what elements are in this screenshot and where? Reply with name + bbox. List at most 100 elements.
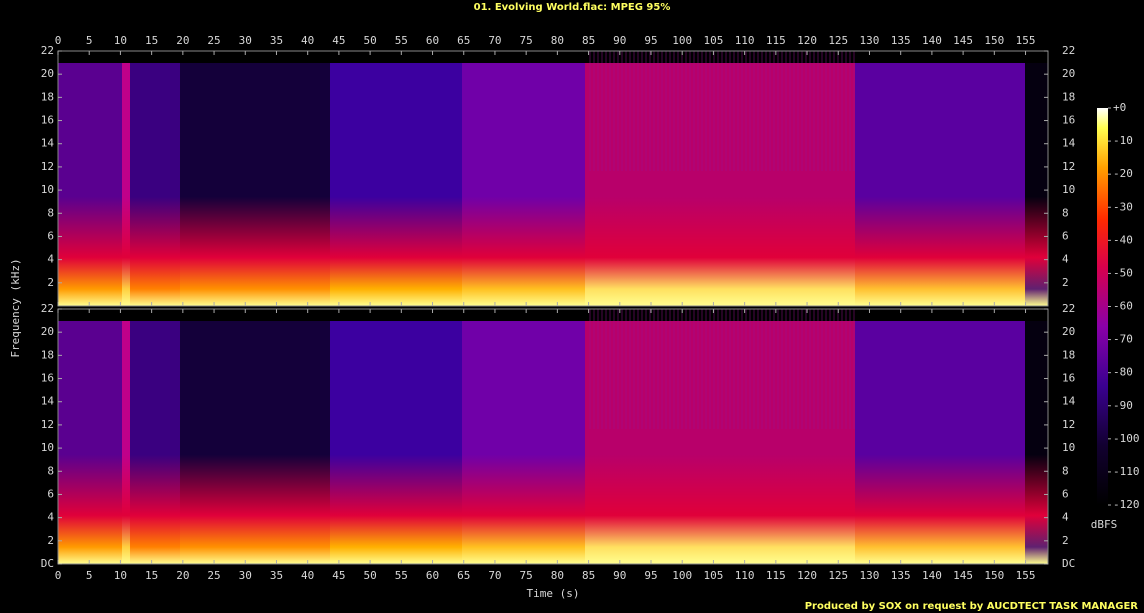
x-tick-label: 5 [86,569,93,582]
x-tick-label: 55 [395,569,408,582]
spectrogram-region [122,63,130,306]
x-tick-label: 30 [239,569,252,582]
x-tick-label: 110 [735,569,755,582]
x-tick-label-top: 60 [426,34,439,47]
x-tick-label-top: 110 [735,34,755,47]
x-tick-label-top: 95 [644,34,657,47]
footer: Produced by SOX on request by AUCDTECT T… [805,601,1139,612]
x-tick-label-top: 140 [922,34,942,47]
x-tick-label: 120 [797,569,817,582]
x-tick-label-top: 70 [488,34,501,47]
x-tick-label: 45 [332,569,345,582]
y-tick-label: 2 [47,276,54,289]
x-tick-label: 105 [703,569,723,582]
x-tick-label: 25 [207,569,220,582]
y-tick-label: 14 [41,395,55,408]
x-tick-label: 20 [176,569,189,582]
y-tick-label: 22 [41,302,54,315]
x-tick-label-top: 40 [301,34,314,47]
x-tick-label: 35 [270,569,283,582]
plot-frame [57,308,1049,565]
y-tick-label-right: 18 [1062,90,1075,103]
colorbar-tick-label: -20 [1113,167,1133,180]
spectrogram-region [1025,63,1048,306]
y-tick-label-right: 20 [1062,325,1075,338]
spectrogram-region [1025,321,1048,564]
y-tick-label: 4 [47,253,54,266]
x-tick-label: 100 [672,569,692,582]
x-tick-label-top: 50 [363,34,376,47]
x-tick-label-top: 90 [613,34,626,47]
x-tick-label-top: 10 [114,34,127,47]
y-tick-label: 18 [41,348,54,361]
x-tick-label: 135 [891,569,911,582]
y-tick-label-right: 10 [1062,441,1075,454]
y-tick-label-right: 10 [1062,183,1075,196]
y-tick-label: 12 [41,418,54,431]
x-tick-label: 40 [301,569,314,582]
spectrogram-region [330,63,462,306]
x-tick-label-top: 130 [860,34,880,47]
x-tick-label: 70 [488,569,501,582]
spectrogram-region [58,63,122,306]
x-tick-label-top: 80 [551,34,564,47]
x-tick-label-top: 135 [891,34,911,47]
x-tick-label-top: 15 [145,34,158,47]
x-tick-label-top: 115 [766,34,786,47]
spectrogram-region [130,63,180,306]
colorbar-tick-label: -60 [1113,300,1133,313]
y-tick-label-right: 6 [1062,229,1069,242]
x-tick-label: 150 [984,569,1004,582]
y-tick-label-right: 2 [1062,534,1069,547]
x-tick-label: 50 [363,569,376,582]
y-tick-label-right: 14 [1062,395,1076,408]
y-tick-label: 22 [41,44,54,57]
x-tick-label: 60 [426,569,439,582]
y-tick-label-right: 22 [1062,44,1075,57]
y-tick-label-right: 6 [1062,487,1069,500]
x-tick-label-top: 65 [457,34,470,47]
x-tick-label-top: 55 [395,34,408,47]
y-tick-label-right: 22 [1062,302,1075,315]
colorbar-tick-label: -80 [1113,366,1133,379]
y-tick-label: 6 [47,229,54,242]
x-tick-label: 145 [953,569,973,582]
x-tick-label-top: 145 [953,34,973,47]
x-tick-label: 130 [860,569,880,582]
x-tick-label: 15 [145,569,158,582]
y-tick-label-right: 12 [1062,418,1075,431]
colorbar-tick-label: -50 [1113,266,1133,279]
x-tick-label-top: 20 [176,34,189,47]
x-tick-label-top: 75 [520,34,533,47]
spectrogram-region [855,63,1025,306]
x-tick-label-top: 45 [332,34,345,47]
x-tick-label: 125 [828,569,848,582]
colorbar [1097,108,1108,505]
colorbar-tick-label: +0 [1113,101,1126,114]
colorbar-tick-label: -40 [1113,233,1133,246]
x-tick-label: 0 [55,569,62,582]
y-tick-label: 6 [47,487,54,500]
x-tick-label: 90 [613,569,626,582]
y-tick-label-right: 20 [1062,67,1075,80]
x-tick-label-top: 100 [672,34,692,47]
x-tick-label: 75 [520,569,533,582]
y-tick-label-right: 16 [1062,114,1075,127]
x-tick-label-top: 150 [984,34,1004,47]
y-tick-label: 4 [47,511,54,524]
y-tick-label-right: 12 [1062,160,1075,173]
x-tick-label-top: 125 [828,34,848,47]
x-tick-label-top: 85 [582,34,595,47]
y-tick-label: 16 [41,114,54,127]
y-tick-label-right: 4 [1062,511,1069,524]
x-tick-label-top: 5 [86,34,93,47]
colorbar-tick-label: -90 [1113,399,1133,412]
y-tick-label-right: 8 [1062,206,1069,219]
x-tick-label-top: 155 [1016,34,1036,47]
y-tick-label-right: DC [1062,557,1075,570]
spectrogram-region [122,321,130,564]
y-tick-label: 18 [41,90,54,103]
x-tick-label: 85 [582,569,595,582]
y-tick-label-right: 14 [1062,137,1076,150]
